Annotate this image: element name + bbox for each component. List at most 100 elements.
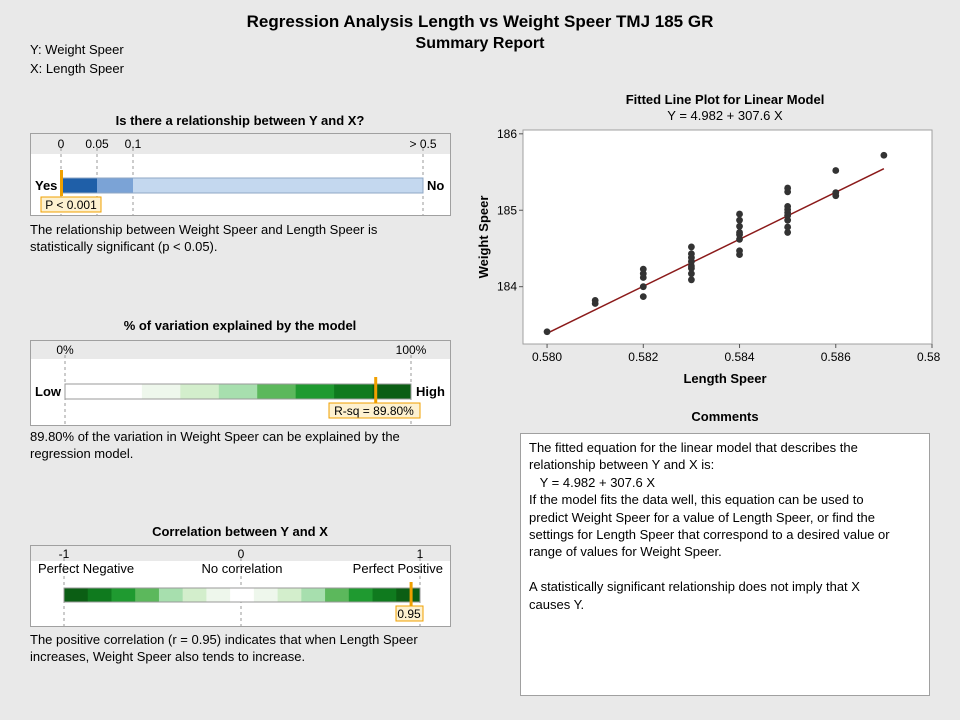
- data-point: [591, 297, 599, 304]
- data-point: [784, 229, 792, 236]
- tick-label: 1: [417, 547, 424, 561]
- comment-line: A statistically significant relationship…: [529, 579, 860, 595]
- x-tick-label: 0.584: [725, 350, 755, 364]
- chart-subtitle: Y = 4.982 + 307.6 X: [667, 108, 783, 123]
- data-point: [639, 283, 647, 291]
- chart-axes: 0.580 0.582 0.584 0.586 0.588 184 185 186: [497, 127, 940, 364]
- yes-label: Yes: [35, 178, 57, 193]
- data-point: [688, 270, 695, 278]
- gauge-segment-weak: [133, 178, 423, 193]
- gauge-segment-moderate: [97, 178, 133, 193]
- scale-segment: [295, 384, 335, 399]
- correlation-marker: [409, 582, 413, 606]
- data-point: [688, 250, 695, 258]
- data-point: [639, 265, 647, 273]
- perfect-negative-label: Perfect Negative: [38, 561, 134, 576]
- correlation-color-scale: [64, 588, 421, 602]
- perfect-positive-label: Perfect Positive: [353, 561, 443, 576]
- scale-segment: [257, 384, 297, 399]
- relationship-gauge: 0 0.05 0.1 > 0.5 Yes No P < 0.001: [31, 134, 450, 215]
- data-point: [688, 276, 695, 284]
- variation-panel: 0% 100% Low High R-sq = 89.80%: [30, 340, 451, 426]
- fitted-line-plot: Fitted Line Plot for Linear Model Y = 4.…: [476, 92, 940, 386]
- relationship-title: Is there a relationship between Y and X?: [115, 113, 365, 128]
- gauge-tick-band: [31, 134, 450, 154]
- r-sq-marker: [374, 377, 378, 403]
- comment-line: settings for Length Speer that correspon…: [529, 527, 890, 543]
- gauge-segment-strong: [61, 178, 97, 193]
- variation-description: 89.80% of the variation in Weight Speer …: [30, 429, 400, 461]
- y-axis-label: Weight Speer: [476, 196, 491, 279]
- data-point: [639, 293, 647, 301]
- scale-segment: [111, 588, 136, 602]
- scale-segment: [301, 588, 326, 602]
- p-value-box: [40, 196, 102, 213]
- tick-label: 0: [238, 547, 245, 561]
- scale-segment: [158, 588, 184, 602]
- variation-color-scale: [65, 384, 412, 399]
- gauge-outline: [63, 587, 421, 603]
- report-title: Regression Analysis Length vs Weight Spe…: [246, 12, 714, 31]
- high-label: High: [416, 384, 445, 399]
- plot-area: [522, 129, 933, 345]
- relationship-panel: 0 0.05 0.1 > 0.5 Yes No P < 0.001: [30, 133, 451, 216]
- variation-title: % of variation explained by the model: [123, 318, 357, 333]
- variation-gauge: 0% 100% Low High R-sq = 89.80%: [31, 341, 450, 425]
- scale-segment: [372, 384, 412, 399]
- chart-title: Fitted Line Plot for Linear Model: [626, 92, 825, 107]
- data-point: [736, 210, 743, 218]
- comment-line: relationship between Y and X is:: [529, 457, 715, 473]
- scale-segment: [372, 588, 397, 602]
- p-value-label: P < 0.001: [45, 198, 97, 212]
- y-variable-label: Y: Weight Speer: [30, 42, 124, 57]
- data-point: [543, 328, 551, 336]
- gauge-outline: [64, 383, 412, 400]
- r-sq-box: [328, 402, 421, 419]
- correlation-panel: -1 0 1 Perfect Negative No correlation P…: [30, 545, 451, 627]
- data-point: [736, 247, 743, 255]
- p-value-marker: [60, 170, 63, 196]
- scale-segment: [135, 588, 160, 602]
- comments-text: The fitted equation for the linear model…: [521, 434, 929, 618]
- data-point: [832, 167, 840, 174]
- scale-segment: [182, 588, 207, 602]
- tick-label: 0: [58, 137, 65, 151]
- gauge-tick-band: [31, 546, 450, 561]
- scale-segment: [206, 588, 231, 602]
- no-correlation-label: No correlation: [202, 561, 283, 576]
- comment-line: [529, 561, 921, 578]
- y-tick-label: 184: [497, 280, 517, 294]
- low-label: Low: [35, 384, 62, 399]
- comment-line: Y = 4.982 + 307.6 X: [529, 474, 656, 490]
- scale-segment: [103, 384, 143, 399]
- data-point: [736, 216, 743, 224]
- data-point: [880, 151, 888, 159]
- scale-segment: [277, 588, 302, 602]
- comments-title: Comments: [691, 409, 759, 424]
- x-tick-label: 0.580: [532, 350, 562, 364]
- gauge-tick-band: [31, 341, 450, 359]
- data-point: [688, 243, 695, 251]
- x-tick-label: 0.586: [821, 350, 851, 364]
- scale-segment: [253, 588, 279, 602]
- regression-fit-line: [546, 168, 885, 334]
- y-tick-label: 185: [497, 203, 517, 217]
- scale-segment: [325, 588, 350, 602]
- correlation-title: Correlation between Y and X: [152, 524, 328, 539]
- comments-panel: The fitted equation for the linear model…: [520, 433, 930, 696]
- correlation-label: 0.95: [397, 607, 421, 621]
- tick-label: 0%: [56, 343, 74, 357]
- tick-label: 0.05: [85, 137, 109, 151]
- tick-label: > 0.5: [409, 137, 436, 151]
- tick-label: 0.1: [125, 137, 142, 151]
- scale-segment: [348, 588, 374, 602]
- scale-segment: [141, 384, 181, 399]
- data-point: [736, 229, 743, 236]
- x-tick-label: 0.588: [917, 350, 940, 364]
- scale-segment: [64, 588, 89, 602]
- data-point: [784, 184, 792, 192]
- correlation-gauge: -1 0 1 Perfect Negative No correlation P…: [31, 546, 450, 626]
- comment-line: The fitted equation for the linear model…: [529, 440, 858, 455]
- comment-line: range of values for Weight Speer.: [529, 544, 722, 560]
- comment-line: If the model fits the data well, this eq…: [529, 492, 864, 508]
